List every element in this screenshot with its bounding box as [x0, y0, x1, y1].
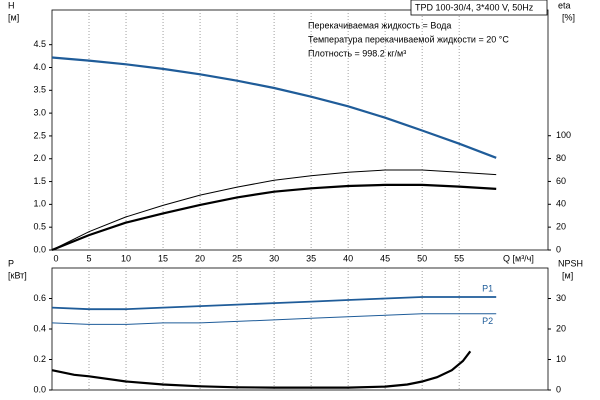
y-tick-label: 0.6	[33, 293, 46, 303]
y2-axis-label: eta	[558, 0, 571, 10]
curve-label: P2	[482, 316, 493, 326]
x-tick-label: 30	[269, 253, 279, 263]
x-tick-label: 10	[121, 253, 131, 263]
curve	[51, 350, 472, 389]
curve	[51, 169, 497, 251]
y2-tick-label: 80	[556, 153, 566, 163]
x-tick-label: 45	[380, 253, 390, 263]
x-tick-label: 50	[417, 253, 427, 263]
y-axis-label: H	[8, 0, 15, 10]
y2-tick-label: 0	[556, 244, 561, 254]
y-tick-label: 2.5	[33, 130, 46, 140]
x-tick-label: 20	[195, 253, 205, 263]
x-tick-label: 15	[158, 253, 168, 263]
y-axis-unit: [м]	[8, 12, 19, 22]
annotation: Температура перекачиваемой жидкости = 20…	[308, 34, 509, 44]
y-tick-label: 3.5	[33, 85, 46, 95]
y2-tick-label: 40	[556, 199, 566, 209]
y-axis-unit: [кВт]	[8, 270, 27, 280]
x-tick-label: 40	[343, 253, 353, 263]
y-tick-label: 2.0	[33, 153, 46, 163]
x-tick-label: 5	[87, 253, 92, 263]
x-tick-label: 0	[53, 253, 58, 263]
y2-axis-unit: [%]	[562, 12, 575, 22]
plot-frame	[51, 9, 549, 251]
annotation: Плотность = 998.2 кг/м³	[308, 48, 406, 58]
x-tick-label: 35	[306, 253, 316, 263]
y-tick-label: 0.2	[33, 354, 46, 364]
curve	[51, 313, 497, 325]
y2-tick-label: 20	[556, 222, 566, 232]
x-tick-label: 25	[232, 253, 242, 263]
title-box	[410, 0, 548, 16]
y-tick-label: 3.0	[33, 107, 46, 117]
y2-tick-label: 20	[556, 323, 566, 333]
y2-tick-label: 60	[556, 176, 566, 186]
y2-axis-label: NPSH	[558, 258, 583, 268]
y2-axis-unit: [м]	[562, 270, 573, 280]
y-tick-label: 1.5	[33, 176, 46, 186]
y-tick-label: 0.0	[33, 384, 46, 394]
y-tick-label: 0.5	[33, 222, 46, 232]
x-axis-label: Q [м³/ч]	[503, 253, 534, 263]
y-tick-label: 1.0	[33, 199, 46, 209]
x-tick-label: 55	[454, 253, 464, 263]
y2-tick-label: 10	[556, 354, 566, 364]
y2-tick-label: 30	[556, 293, 566, 303]
y2-tick-label: 0	[556, 384, 561, 394]
y-tick-label: 4.0	[33, 62, 46, 72]
curve	[51, 296, 497, 311]
annotation: Перекачиваемая жидкость = Вода	[308, 20, 451, 30]
y-tick-label: 0.0	[33, 244, 46, 254]
y-axis-label: P	[8, 258, 14, 268]
curve	[51, 183, 497, 252]
chart-title: TPD 100-30/4, 3*400 V, 50Hz	[415, 2, 534, 12]
curve-label: P1	[482, 283, 493, 293]
curve	[51, 56, 497, 159]
y-tick-label: 0.4	[33, 323, 46, 333]
y2-tick-label: 100	[556, 130, 571, 140]
y-tick-label: 4.5	[33, 39, 46, 49]
